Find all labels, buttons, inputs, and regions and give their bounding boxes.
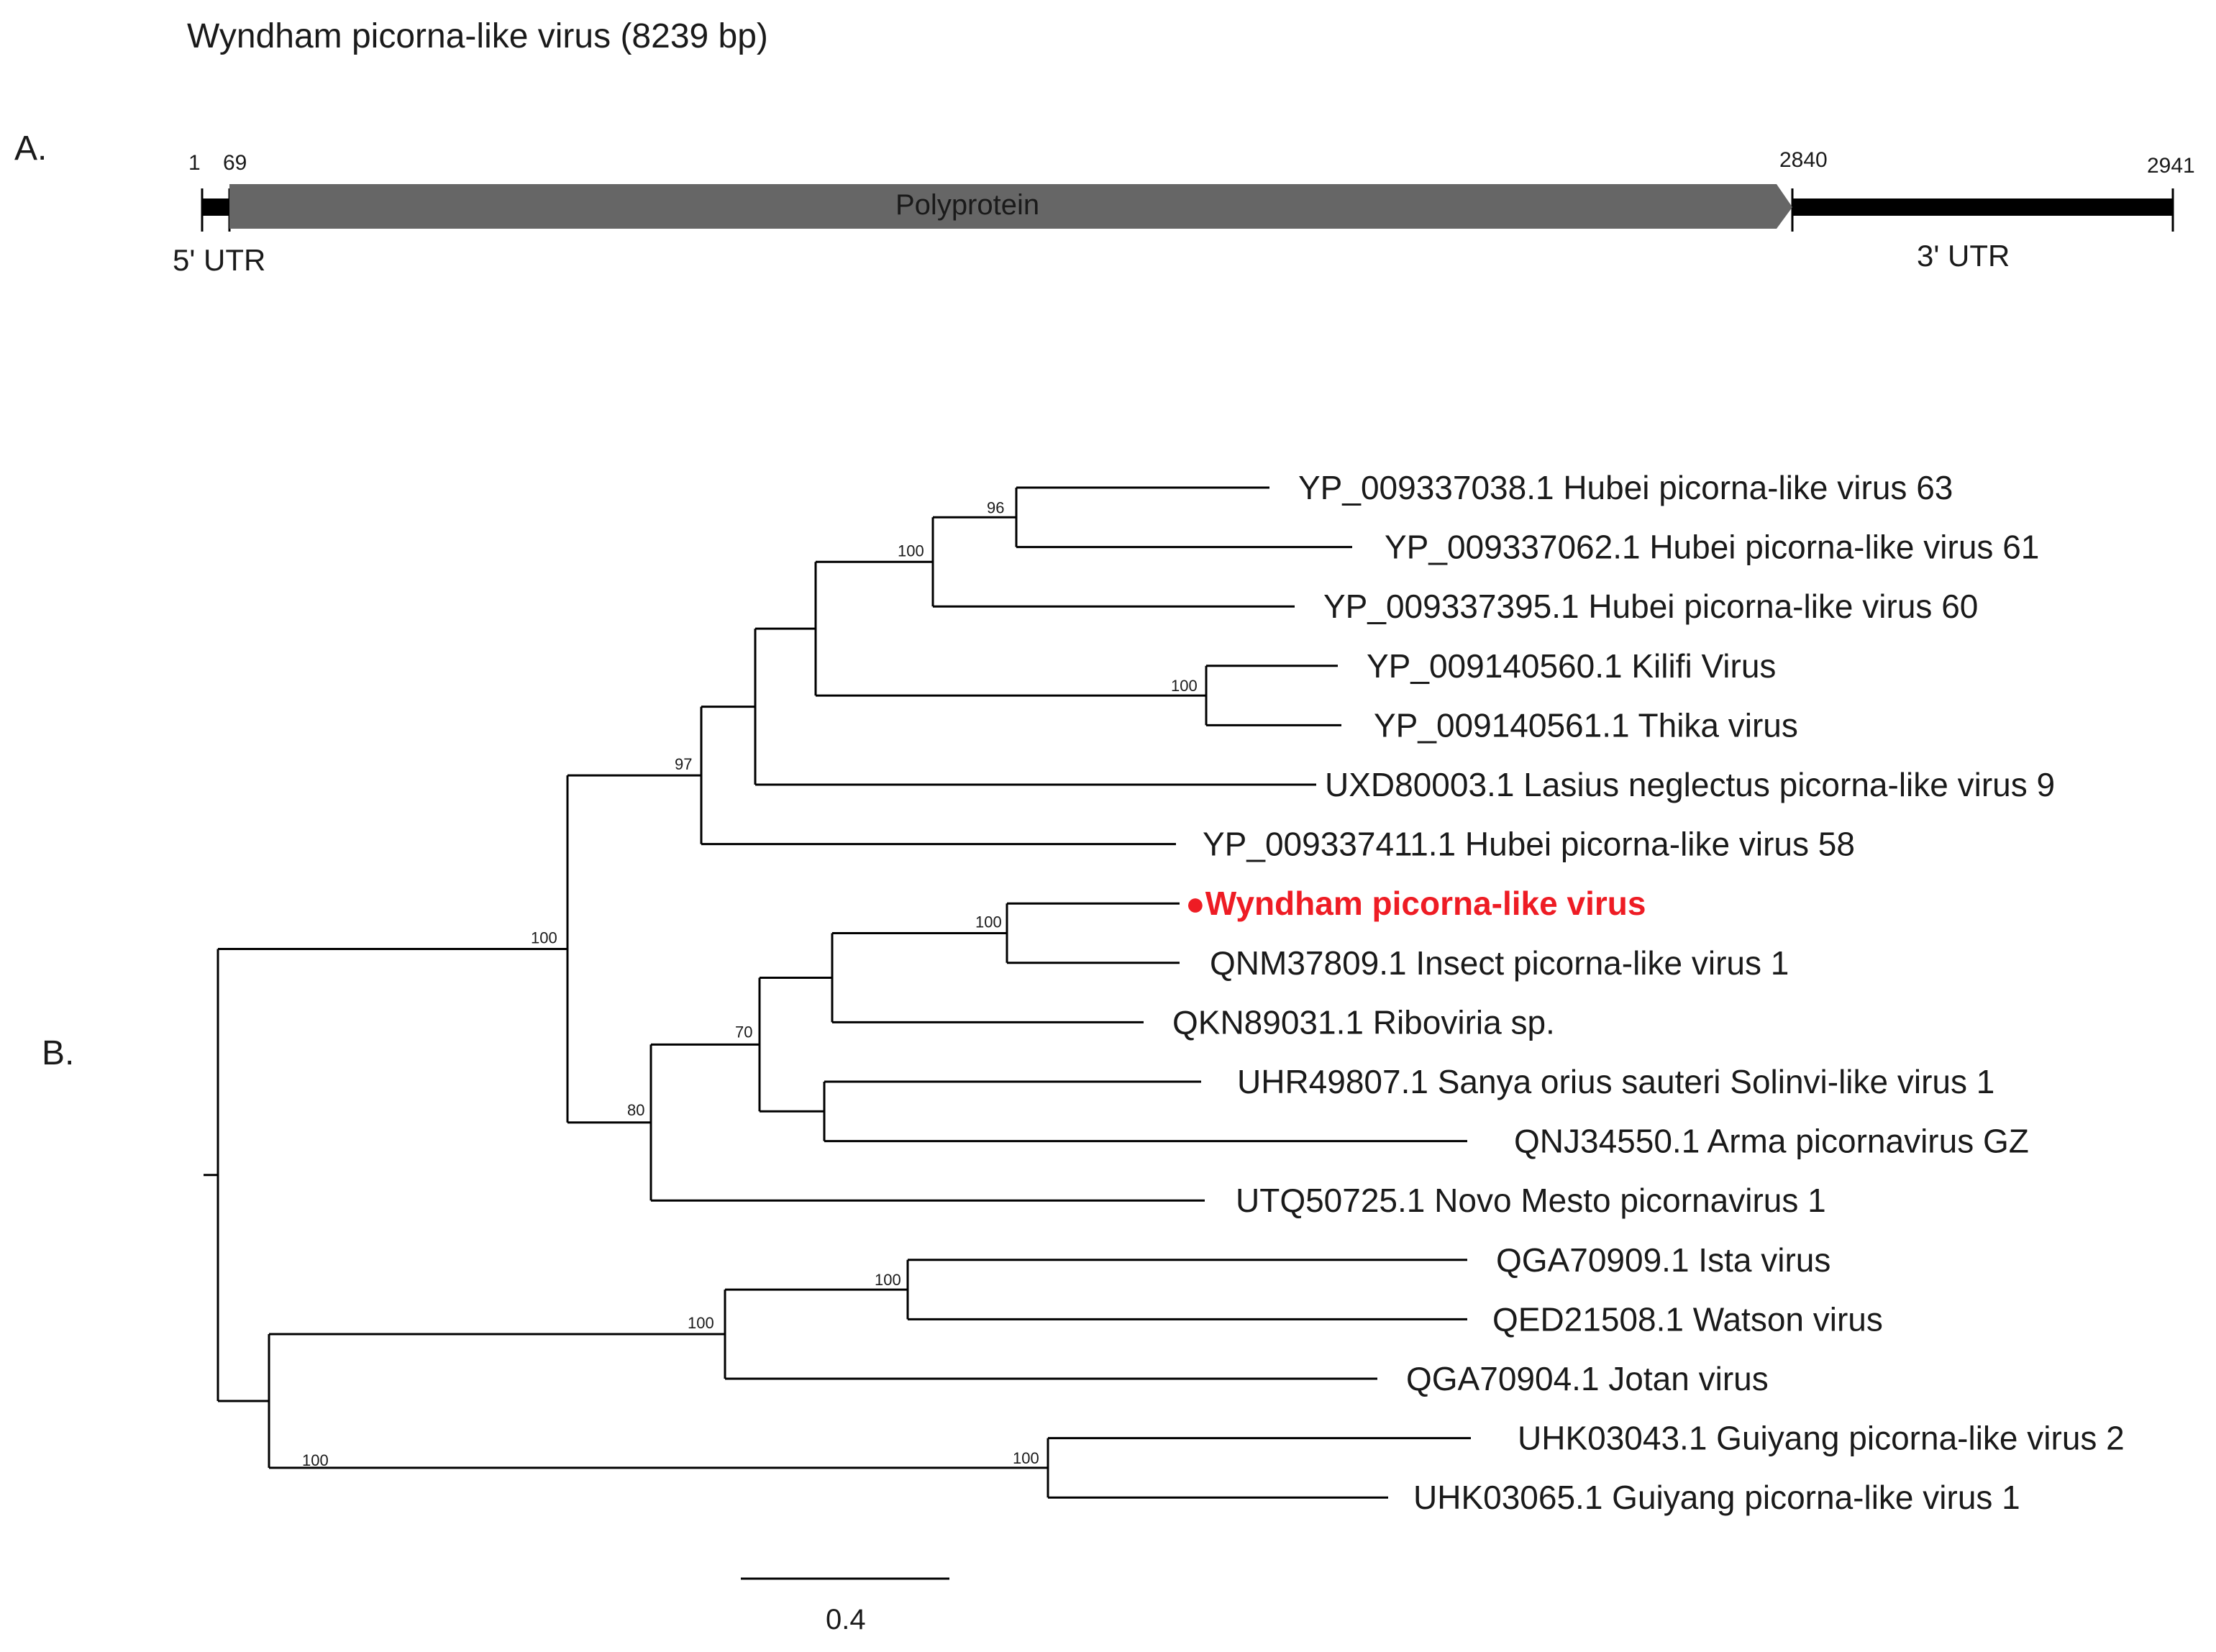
phylogenetic-tree: 96 100 100 97 100 70 80 100 100 100 100 100 YP_00933… xyxy=(204,469,2125,1516)
panel-b-label: B. xyxy=(42,1034,74,1072)
tip-label: QNM37809.1 Insect picorna-like virus 1 xyxy=(1210,944,1789,982)
genome-map: A. 1 69 2840 2941 Polyprotein 5' UTR 3' … xyxy=(14,129,2195,277)
tip-label: UHK03043.1 Guiyang picorna-like virus 2 xyxy=(1518,1420,2125,1457)
bootstrap-value: 100 xyxy=(1013,1449,1039,1467)
bootstrap-value: 100 xyxy=(975,913,1002,931)
bootstrap-value: 96 xyxy=(987,498,1004,516)
utr5-bar xyxy=(202,198,231,216)
tip-label: QKN89031.1 Riboviria sp. xyxy=(1172,1003,1555,1041)
bootstrap-value: 97 xyxy=(675,755,692,773)
polyprotein-arrow xyxy=(229,184,1792,229)
bootstrap-value: 100 xyxy=(531,928,557,946)
tip-label: QGA70904.1 Jotan virus xyxy=(1406,1360,1769,1397)
tip-label: UTQ50725.1 Novo Mesto picornavirus 1 xyxy=(1236,1182,1826,1219)
position-cds-end: 2840 xyxy=(1779,148,1828,172)
tip-label: YP_009337062.1 Hubei picorna-like virus … xyxy=(1385,529,2039,566)
figure-title: Wyndham picorna-like virus (8239 bp) xyxy=(187,17,768,55)
bootstrap-value: 100 xyxy=(688,1314,714,1332)
tip-label: QGA70909.1 Ista virus xyxy=(1496,1241,1830,1279)
bootstrap-value: 80 xyxy=(627,1101,644,1119)
panel-a-label: A. xyxy=(14,129,47,168)
position-cds-start: 69 xyxy=(223,151,247,175)
position-start: 1 xyxy=(188,151,201,175)
tip-label-highlighted: ●Wyndham picorna-like virus xyxy=(1185,885,1646,922)
tip-label: UHR49807.1 Sanya orius sauteri Solinvi-l… xyxy=(1237,1063,1994,1100)
tip-label: YP_009140561.1 Thika virus xyxy=(1374,706,1798,744)
scale-bar-label: 0.4 xyxy=(826,1604,866,1635)
tip-label: UHK03065.1 Guiyang picorna-like virus 1 xyxy=(1413,1479,2020,1516)
utr3-bar xyxy=(1792,198,2173,216)
bootstrap-value: 70 xyxy=(735,1023,752,1041)
tip-label: UXD80003.1 Lasius neglectus picorna-like… xyxy=(1325,766,2055,803)
bootstrap-value: 100 xyxy=(1171,677,1198,695)
scale-bar: 0.4 xyxy=(741,1577,949,1635)
utr5-label: 5' UTR xyxy=(173,243,265,277)
tip-label: YP_009337038.1 Hubei picorna-like virus … xyxy=(1298,469,1953,506)
tip-label: YP_009337395.1 Hubei picorna-like virus … xyxy=(1323,588,1978,625)
bootstrap-value: 100 xyxy=(875,1271,901,1289)
tip-label: QNJ34550.1 Arma picornavirus GZ xyxy=(1514,1123,2029,1160)
bootstrap-value: 100 xyxy=(898,542,924,560)
tip-label: YP_009140560.1 Kilifi Virus xyxy=(1367,647,1776,685)
position-end: 2941 xyxy=(2147,154,2195,178)
tip-label: YP_009337411.1 Hubei picorna-like virus … xyxy=(1203,826,1855,863)
polyprotein-label: Polyprotein xyxy=(895,189,1039,221)
bootstrap-value: 100 xyxy=(302,1451,329,1469)
utr3-label: 3' UTR xyxy=(1917,239,2010,273)
tip-label: QED21508.1 Watson virus xyxy=(1492,1300,1883,1338)
